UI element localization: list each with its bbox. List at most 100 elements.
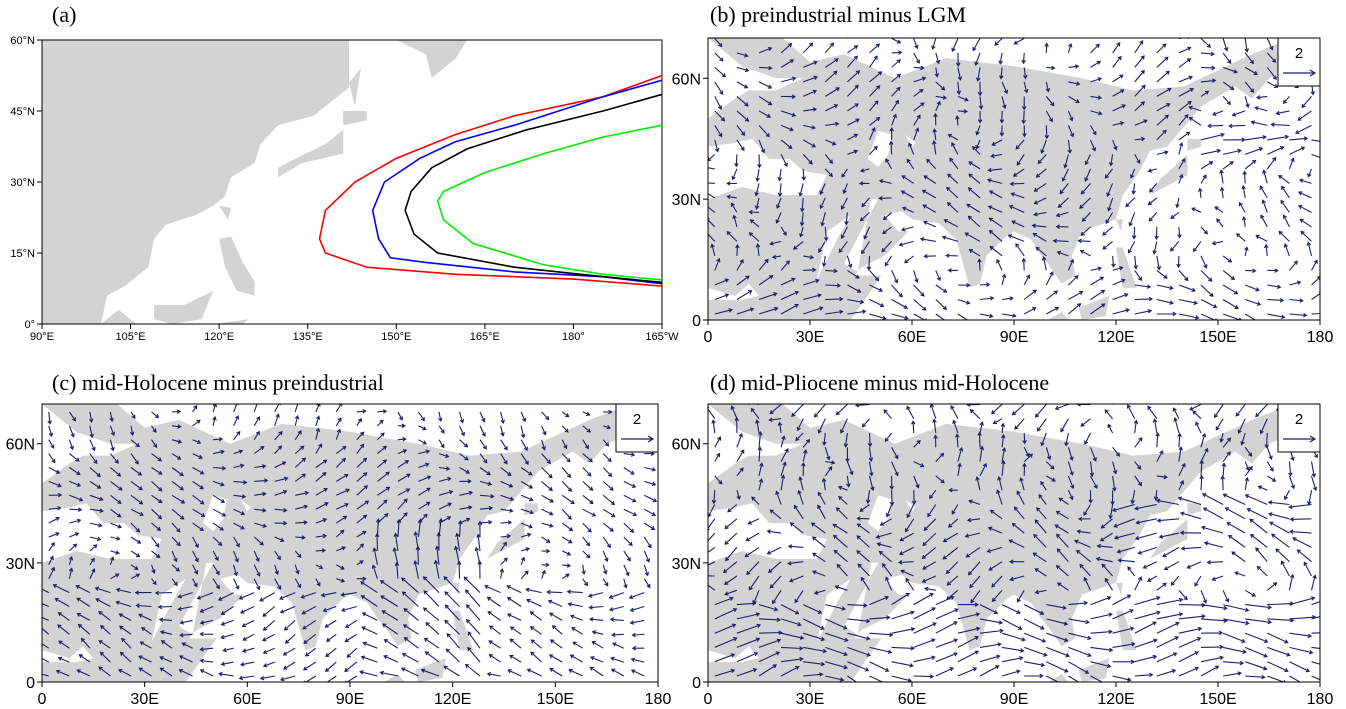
wind-vector bbox=[344, 619, 358, 628]
reference-vector-box bbox=[615, 403, 659, 453]
wind-vector bbox=[776, 197, 782, 209]
wind-vector bbox=[1178, 46, 1192, 54]
wind-vector bbox=[1023, 632, 1047, 643]
wind-vector bbox=[1023, 604, 1045, 615]
wind-vector bbox=[869, 646, 893, 655]
wind-vector bbox=[1267, 134, 1290, 141]
wind-vector bbox=[335, 428, 342, 440]
wind-vector bbox=[1036, 418, 1047, 432]
wind-vector bbox=[913, 76, 927, 83]
wind-vector bbox=[561, 481, 573, 492]
wind-vector bbox=[295, 490, 310, 496]
wind-vector bbox=[1054, 404, 1069, 411]
wind-vector bbox=[623, 564, 630, 577]
wind-vector bbox=[1178, 142, 1184, 155]
wind-vector bbox=[736, 449, 745, 462]
wind-vector bbox=[1040, 432, 1047, 447]
wind-vector bbox=[1090, 60, 1102, 68]
water-region bbox=[844, 199, 878, 272]
wind-vector bbox=[69, 532, 80, 538]
wind-vector bbox=[811, 536, 826, 548]
wind-vector bbox=[825, 309, 844, 315]
wind-vector bbox=[1246, 508, 1268, 520]
wind-vector bbox=[630, 669, 645, 677]
wind-vector bbox=[987, 526, 1003, 534]
wind-vector bbox=[151, 425, 157, 433]
wind-vector bbox=[1112, 38, 1114, 39]
wind-vector bbox=[1275, 548, 1290, 563]
wind-vector bbox=[335, 515, 348, 524]
wind-vector bbox=[582, 508, 597, 517]
land-region bbox=[453, 682, 467, 686]
wind-vector bbox=[714, 81, 724, 95]
x-tick-label: 90E bbox=[1000, 691, 1028, 708]
wind-vector bbox=[1301, 96, 1312, 109]
wind-vector bbox=[869, 661, 890, 672]
wind-vector bbox=[1163, 561, 1180, 571]
wind-vector bbox=[1200, 644, 1224, 650]
wind-vector bbox=[772, 590, 782, 605]
wind-vector bbox=[1156, 284, 1174, 291]
wind-vector bbox=[417, 518, 423, 538]
wind-vector bbox=[212, 522, 224, 531]
wind-vector bbox=[1112, 308, 1130, 315]
wind-vector bbox=[89, 494, 104, 502]
wind-vector bbox=[582, 467, 592, 477]
wind-vector bbox=[520, 570, 529, 580]
wind-vector bbox=[821, 477, 827, 491]
wind-vector bbox=[1240, 432, 1246, 446]
wind-vector bbox=[714, 436, 722, 448]
wind-vector bbox=[780, 38, 783, 39]
wind-vector bbox=[233, 415, 240, 427]
wind-vector bbox=[1269, 521, 1290, 534]
wind-vector bbox=[324, 661, 337, 673]
wind-vector bbox=[1289, 646, 1314, 655]
wind-vector bbox=[253, 430, 260, 440]
wind-vector bbox=[403, 637, 419, 649]
wind-vector bbox=[1226, 522, 1246, 534]
reference-vector-box bbox=[1277, 403, 1321, 453]
wind-vector bbox=[1289, 146, 1306, 155]
wind-vector bbox=[1261, 199, 1268, 213]
wind-vector bbox=[777, 168, 783, 182]
wind-vector bbox=[1067, 110, 1074, 122]
wind-vector bbox=[913, 299, 927, 311]
wind-vector bbox=[1264, 243, 1269, 256]
wind-vector bbox=[199, 605, 214, 613]
wind-vector bbox=[529, 626, 542, 635]
wind-vector bbox=[48, 453, 56, 464]
wind-vector bbox=[1089, 38, 1092, 39]
wind-vector bbox=[151, 536, 160, 548]
wind-vector bbox=[758, 258, 769, 271]
wind-vector bbox=[913, 461, 925, 468]
wind-vector bbox=[1303, 561, 1312, 577]
panel-a-land bbox=[42, 40, 468, 324]
wind-vector bbox=[878, 550, 892, 563]
wind-vector bbox=[780, 632, 805, 640]
wind-vector bbox=[891, 447, 899, 460]
wind-vector bbox=[767, 561, 782, 574]
wind-vector bbox=[413, 560, 419, 579]
wind-vector bbox=[942, 532, 959, 543]
wind-vector bbox=[69, 494, 84, 502]
wind-vector bbox=[159, 656, 173, 663]
wind-vector bbox=[433, 559, 440, 579]
wind-vector bbox=[711, 490, 717, 505]
wind-vector bbox=[1222, 148, 1242, 155]
wind-vector bbox=[890, 404, 892, 405]
wind-vector bbox=[1104, 168, 1114, 179]
wind-vector bbox=[69, 543, 78, 552]
wind-vector bbox=[443, 665, 460, 677]
wind-vector bbox=[572, 641, 583, 649]
wind-vector bbox=[403, 607, 419, 621]
wind-vector bbox=[171, 578, 178, 587]
wind-vector bbox=[824, 466, 833, 477]
wind-vector bbox=[1200, 65, 1216, 71]
wind-vector bbox=[966, 203, 981, 213]
wind-vector bbox=[233, 536, 240, 548]
wind-vector bbox=[935, 299, 948, 311]
wind-vector bbox=[48, 555, 54, 566]
wind-vector bbox=[1011, 404, 1025, 416]
wind-vector bbox=[294, 414, 300, 426]
wind-vector bbox=[734, 154, 739, 168]
